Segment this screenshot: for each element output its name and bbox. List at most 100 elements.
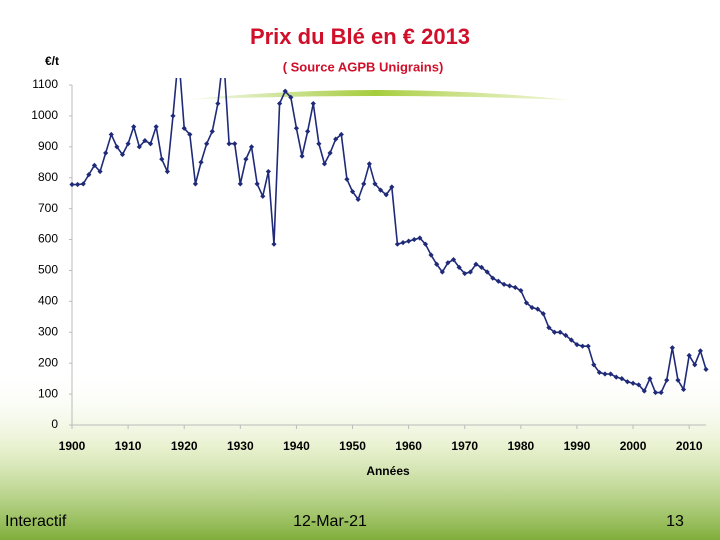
data-point [551,329,558,335]
data-point [636,382,642,388]
data-point [103,150,109,156]
data-point [361,181,367,187]
data-point [136,144,142,150]
data-point [450,257,457,263]
data-point [507,283,513,289]
data-point [658,389,664,396]
data-point [495,278,502,284]
data-point [501,281,507,287]
y-tick-label: 400 [38,294,58,308]
data-point [276,100,283,107]
data-point [669,345,675,351]
y-tick-label: 300 [38,324,58,338]
data-point [591,362,597,368]
y-tick-label: 1000 [31,108,58,122]
footer-page: 13 [666,513,684,530]
data-point [142,138,148,144]
data-point [563,332,569,338]
data-point [159,156,165,162]
data-point [338,131,344,138]
data-point [568,337,574,343]
data-point [147,141,154,147]
data-point [697,348,703,354]
data-point [366,161,372,167]
data-point [91,162,98,168]
data-point [232,141,238,147]
x-tick-label: 1950 [339,439,366,453]
data-point [680,386,687,393]
y-tick-label: 1100 [32,77,58,91]
data-point [652,389,659,396]
x-tick-label: 1920 [171,439,198,453]
data-point [411,236,417,243]
data-point [523,300,530,306]
y-tick-label: 700 [38,201,58,215]
data-point [288,94,294,100]
data-point [389,184,395,190]
data-point [579,343,586,349]
data-point [327,150,333,156]
data-point [434,261,440,267]
y-tick-label: 900 [38,139,58,153]
data-point [299,153,305,159]
data-point [316,141,322,147]
y-tick-label: 100 [38,386,58,400]
data-point [518,287,524,294]
data-point [647,376,653,382]
data-point [439,269,445,275]
data-point [355,196,361,202]
data-point [428,252,434,258]
data-point [535,306,541,312]
footer-left: Interactif [5,513,67,530]
data-point [349,189,356,195]
data-point [484,269,490,275]
data-point [473,261,479,267]
data-point [260,193,266,199]
data-point [131,124,137,130]
data-point [181,125,187,131]
data-point [675,377,681,383]
data-point [265,168,271,175]
data-point [557,329,563,335]
x-tick-label: 1990 [564,439,591,453]
x-tick-label: 2000 [620,439,647,453]
data-point [243,156,249,162]
data-point [80,181,86,187]
data-point [125,141,131,147]
data-point [613,374,619,380]
data-point [293,125,300,131]
x-tick-label: 1910 [115,439,142,453]
data-point [664,377,670,383]
data-point [692,362,698,368]
data-point [237,181,243,187]
x-axis-label: Années [366,464,410,478]
data-point [204,141,210,147]
data-point [574,342,580,348]
data-point [422,241,429,247]
data-point [585,343,591,349]
y-axis-label: €/t [45,54,59,68]
data-point [619,376,625,382]
x-tick-label: 1980 [507,439,534,453]
data-point [344,176,350,182]
footer-date: 12-Mar-21 [293,513,367,530]
data-point [377,187,384,193]
data-point [596,369,602,376]
swoosh-decoration [180,90,570,100]
y-tick-label: 0 [51,417,58,431]
x-tick-label: 1930 [227,439,254,453]
y-tick-label: 200 [38,355,58,369]
plot-area [69,78,709,396]
data-point [198,159,204,165]
data-point [417,235,423,241]
data-point [75,181,81,188]
data-point [456,264,462,270]
data-point [478,264,485,270]
data-point [114,144,120,150]
data-point [209,128,215,134]
data-point [248,144,255,150]
data-point [394,241,401,247]
data-point [215,100,221,107]
x-tick-label: 1940 [283,439,310,453]
